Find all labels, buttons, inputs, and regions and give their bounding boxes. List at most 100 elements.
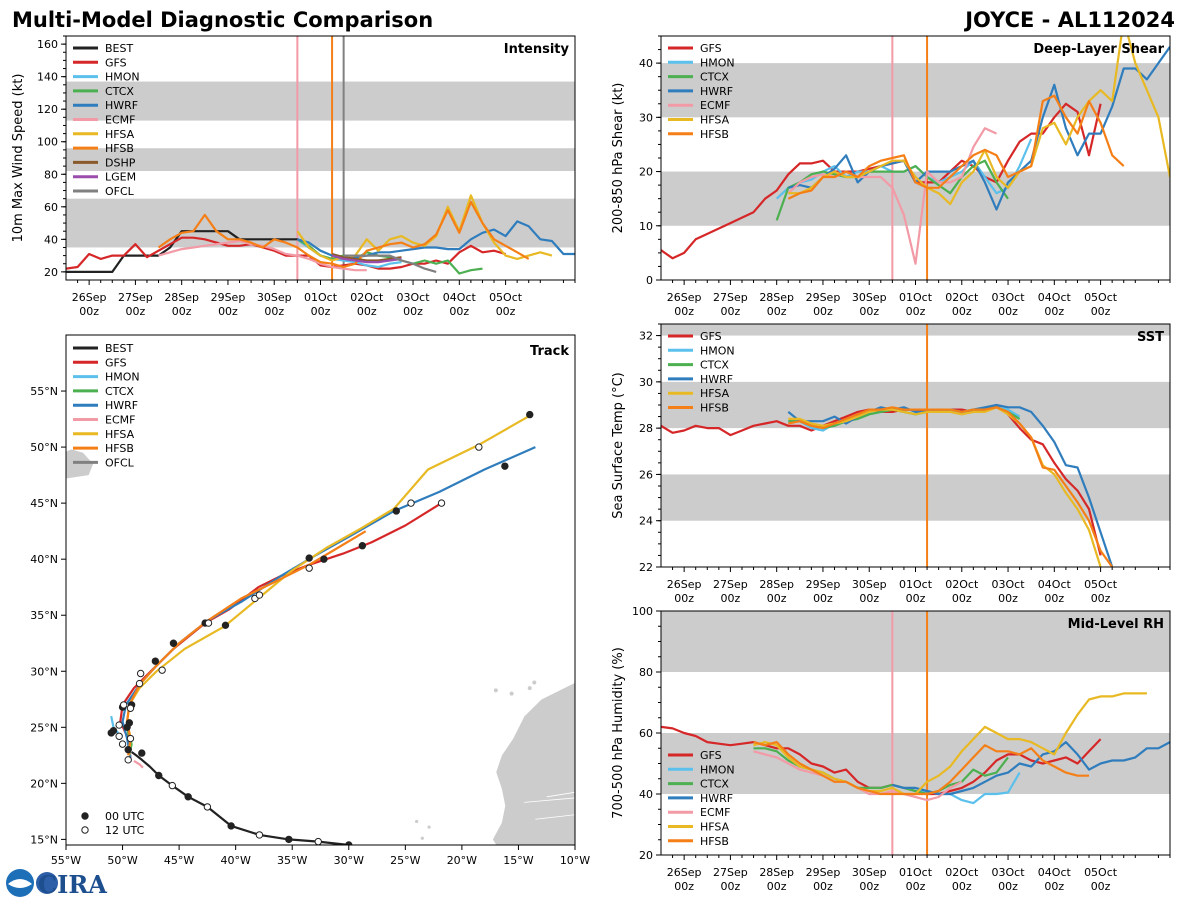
track-line-hfsb [125,530,367,756]
legend-label: HFSB [105,142,134,155]
x-tick-hour-label: 00z [496,305,516,318]
y-tick-label: 24 [639,515,653,528]
x-tick-hour-label: 00z [998,880,1018,893]
y-tick-label: 100 [632,605,653,618]
x-tick-hour-label: 00z [767,880,787,893]
marker-12utc [135,679,144,688]
series-group [661,36,1170,265]
x-tick-day-label: 02Oct [945,866,979,879]
marker-legend-label: 12 UTC [105,824,145,837]
legend-label: HFSA [105,128,135,141]
x-tick-label: 50°W [107,854,137,867]
y-axis-label: 10m Max Wind Speed (kt) [11,74,26,243]
x-tick-hour-label: 00z [721,305,741,318]
legend-label: ECMF [700,806,730,819]
series-line-ctcx [775,159,1009,221]
series-line-ofcl [343,254,437,273]
track-panel: 55°W 50°W 45°W 40°W 35°W 30°W 25°W 20°W 15°W 10°W… [30,334,590,867]
legend-label: HMON [700,763,735,776]
marker-00utc [155,771,163,780]
border-line [535,814,575,820]
x-tick-day-label: 04Oct [1038,291,1072,304]
border-line [524,797,575,803]
x-tick-day-label: 30Sep [852,866,887,879]
x-tick-day-label: 30Sep [852,291,887,304]
cira-wordmark: CIRA [38,870,107,899]
marker-12utc [119,701,128,709]
marker-12utc [115,732,123,740]
marker-12utc [118,740,127,748]
y-tick-label: 50°N [30,441,58,454]
y-tick-label: 20°N [30,777,58,790]
x-tick-hour-label: 00z [126,305,146,318]
y-tick-label: 26 [639,468,653,481]
series-line-hfsa [753,692,1147,796]
shaded-band [661,381,1170,429]
x-tick-day-label: 26Sep [667,866,702,879]
x-tick-day-label: 03Oct [992,578,1026,591]
x-tick-hour-label: 00z [859,592,879,605]
x-tick-day-label: 29Sep [806,291,841,304]
shaded-band [661,611,1170,672]
marker-00utc [392,507,400,515]
legend-label: CTCX [700,778,729,791]
x-tick-hour-label: 00z [449,305,469,318]
legend-label: OFCL [105,185,135,198]
x-tick-hour-label: 00z [906,880,926,893]
marker-12utc [255,831,264,839]
x-tick-day-label: 28Sep [759,578,794,591]
rh-panel: 2040608010026Sep00z27Sep00z28Sep00z29Sep… [611,605,1171,893]
x-tick-label: 35°W [277,854,307,867]
x-tick-day-label: 27Sep [118,291,153,304]
legend-label: BEST [105,42,133,55]
legend-label: HWRF [105,99,138,112]
shaded-band [66,81,575,121]
x-tick-day-label: 05Oct [1084,291,1118,304]
x-tick-hour-label: 00z [1044,305,1064,318]
legend-label: HWRF [700,373,733,386]
marker-00utc [285,835,293,844]
legend-label: HWRF [105,399,138,412]
y-tick-label: 55°N [30,385,58,398]
x-tick-day-label: 04Oct [1038,866,1072,879]
x-tick-day-label: 29Sep [806,578,841,591]
marker-12utc [115,721,123,729]
x-tick-hour-label: 00z [403,305,423,318]
y-tick-label: 160 [37,38,58,51]
legend-label: HFSA [105,428,135,441]
x-tick-hour-label: 00z [1044,880,1064,893]
x-tick-hour-label: 00z [357,305,377,318]
intensity-panel: 2040608010012014016026Sep00z27Sep00z28Se… [11,35,576,318]
x-tick-day-label: 02Oct [350,291,384,304]
x-tick-hour-label: 00z [859,880,879,893]
x-tick-day-label: 02Oct [945,291,979,304]
x-tick-hour-label: 00z [721,592,741,605]
x-tick-label: 40°W [220,854,250,867]
panel-title: Intensity [504,42,570,57]
marker-12utc [407,499,415,507]
legend-label: HFSB [700,128,729,141]
y-tick-label: 45°N [30,497,58,510]
x-tick-day-label: 05Oct [1084,578,1118,591]
series-group [661,403,1114,567]
marker-00utc [358,542,367,550]
x-tick-hour-label: 00z [813,305,833,318]
legend-label: HFSB [105,442,134,455]
x-tick-day-label: 03Oct [992,866,1026,879]
track-line-ecmf [133,759,144,769]
y-tick-label: 20 [639,849,653,862]
x-tick-label: 15°W [503,854,533,867]
series-line-dshp [331,252,402,262]
y-tick-label: 20 [639,166,653,179]
series-line-hfsb [157,200,530,269]
legend-label: HFSA [700,821,730,834]
x-tick-day-label: 28Sep [164,291,199,304]
legend-label: HMON [105,371,140,384]
legend-label: ECMF [700,99,730,112]
legend-label: HMON [700,56,735,69]
marker-legend-label: 00 UTC [105,810,145,823]
y-tick-label: 100 [37,136,58,149]
y-tick-label: 28 [639,422,653,435]
series-line-lgem [331,254,402,264]
series-line-hfsa [788,36,1170,206]
